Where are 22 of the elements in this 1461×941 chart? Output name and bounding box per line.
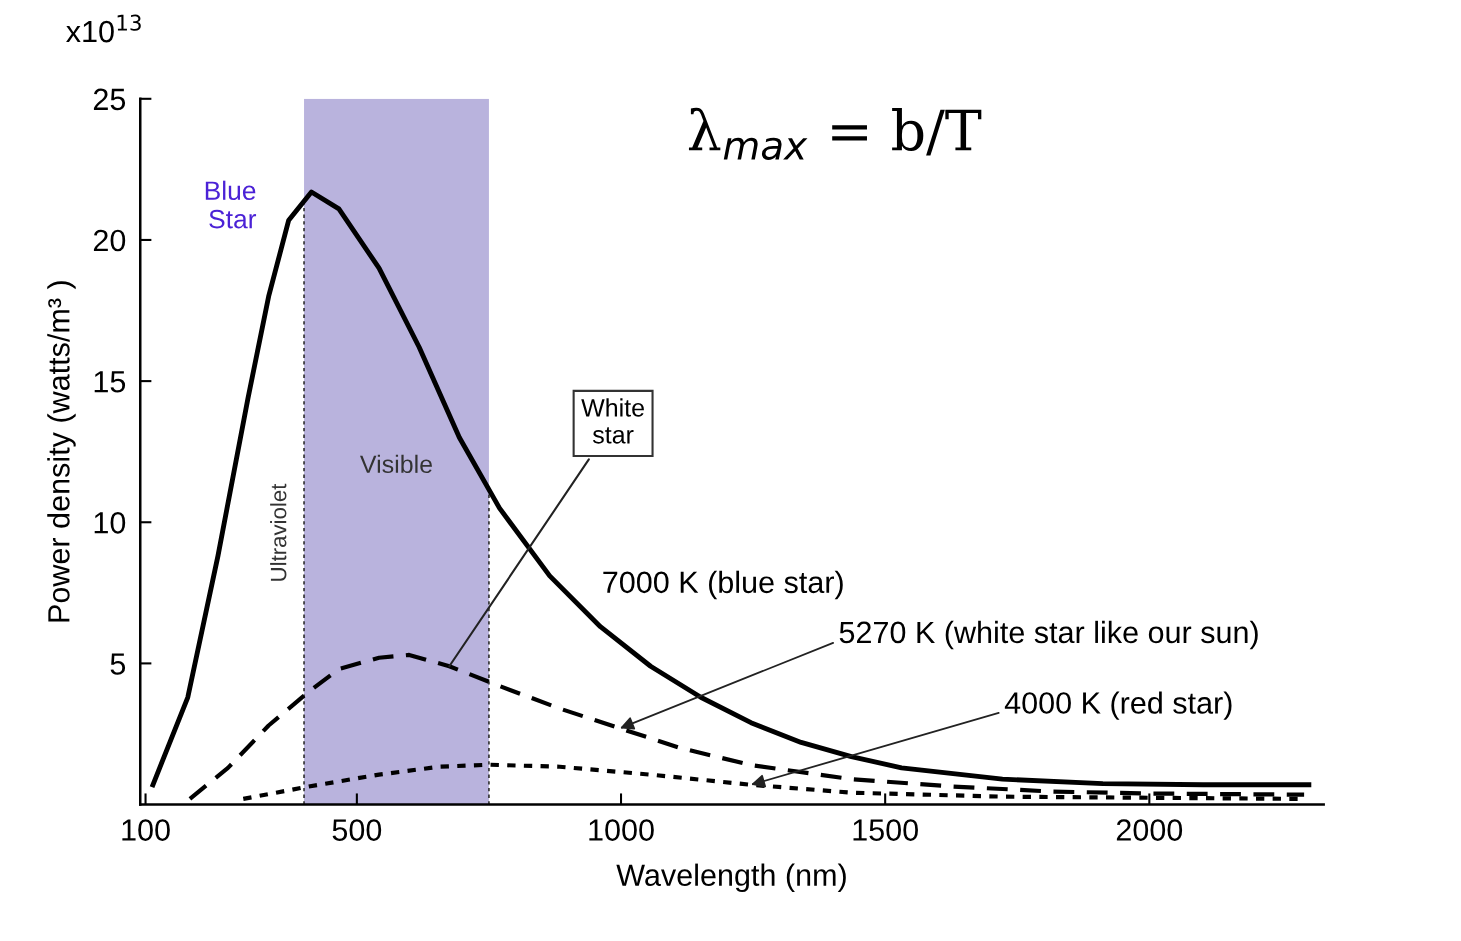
y-tick-label: 20 bbox=[93, 229, 126, 252]
text: 4000 K (red star) bbox=[1004, 691, 1232, 720]
text: 5270 K (white star like our sun) bbox=[839, 620, 1258, 650]
band-label: Visible bbox=[359, 454, 432, 474]
annotation: λ$_{max}$ = b/T bbox=[688, 107, 982, 160]
x-tick-label: 100 bbox=[122, 819, 170, 841]
y-tick-label: 5 bbox=[110, 653, 126, 675]
ref-line-label: Ultraviolet bbox=[270, 483, 287, 581]
series-label: 7000 K (blue star) bbox=[603, 570, 843, 600]
x-tick-label: 1000 bbox=[589, 819, 654, 841]
y-axis-title: Power density (watts/m³ ) bbox=[47, 281, 76, 622]
text: x10$^{13}$ bbox=[66, 14, 141, 43]
y-tick-label: 25 bbox=[93, 88, 126, 111]
line-series bbox=[187, 652, 1307, 801]
annotation: Blue Star bbox=[205, 180, 257, 229]
x-tick-label: 1500 bbox=[853, 819, 918, 841]
annotation: White star bbox=[581, 398, 644, 444]
y-tick-label: 10 bbox=[94, 511, 126, 534]
x-axis-title: Wavelength (nm) bbox=[616, 863, 846, 893]
x-tick-label: 500 bbox=[332, 819, 382, 841]
x-tick-label: 2000 bbox=[1116, 819, 1183, 841]
y-tick-label: 15 bbox=[94, 371, 126, 393]
